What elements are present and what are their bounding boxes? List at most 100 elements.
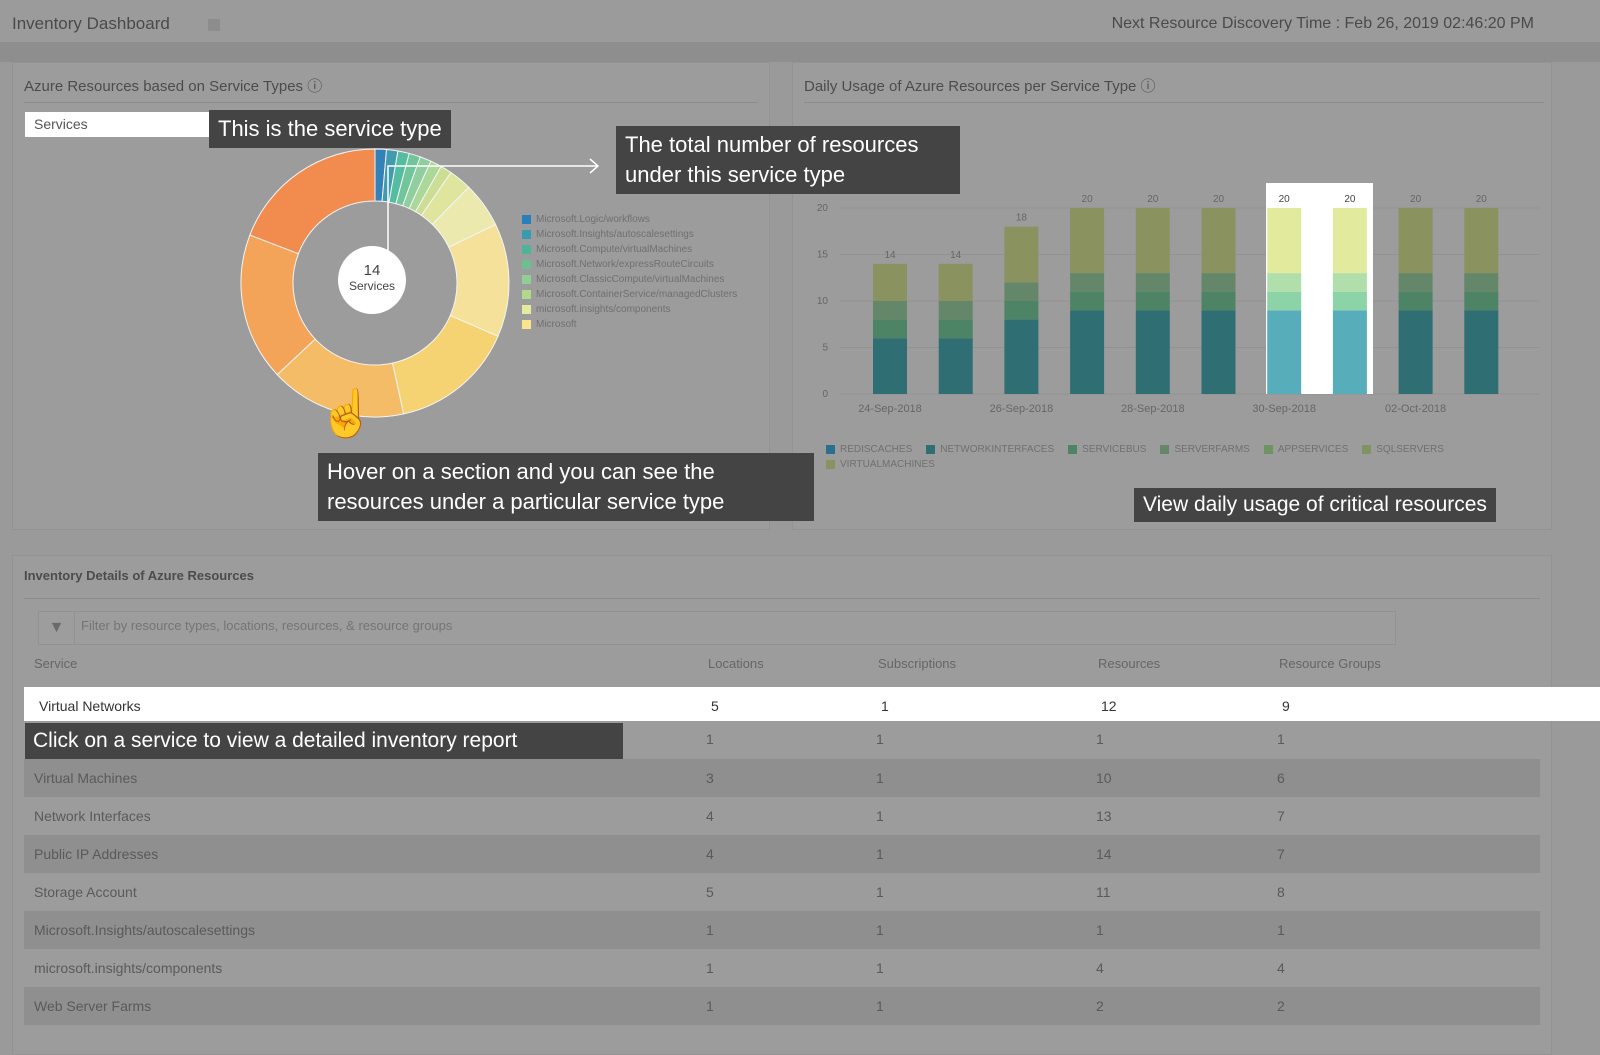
legend-label: microsoft.insights/components xyxy=(536,304,671,315)
bar-segment-serverfarms[interactable] xyxy=(1267,273,1302,292)
bar-legend: REDISCACHES NETWORKINTERFACES SERVICEBUS SE… xyxy=(826,444,1526,470)
legend-item[interactable]: APPSERVICES xyxy=(1263,444,1349,455)
table-row[interactable]: Virtual Networks 5 1 12 9 xyxy=(24,687,1600,721)
col-locations[interactable]: Locations xyxy=(708,656,764,671)
col-service[interactable]: Service xyxy=(34,656,78,671)
bar-segment-servicebus[interactable] xyxy=(873,319,907,339)
bar-segment-virtualmachines[interactable] xyxy=(1201,208,1236,274)
legend-swatch xyxy=(522,259,531,269)
table-row[interactable]: 1 1 1 1 xyxy=(24,720,1540,758)
filter-box[interactable]: ▼ xyxy=(38,611,1396,645)
cell-resource-groups: 1 xyxy=(1277,731,1285,747)
cell-locations: 3 xyxy=(706,770,714,786)
bar-segment-virtualmachines[interactable] xyxy=(1070,208,1105,274)
table-row[interactable]: Network Interfaces 4 1 13 7 xyxy=(24,797,1540,835)
table-row[interactable]: Microsoft.Insights/autoscalesettings 1 1 1 1 xyxy=(24,911,1540,949)
y-tick-label: 10 xyxy=(817,296,829,307)
bar-segment-virtualmachines[interactable] xyxy=(1464,208,1499,274)
bar-segment-servicebus[interactable] xyxy=(1135,291,1170,311)
bar-segment-networkinterfaces[interactable] xyxy=(1464,310,1499,394)
bar-segment-servicebus[interactable] xyxy=(1201,291,1236,311)
bar-total-label: 14 xyxy=(884,250,896,261)
bar-segment-networkinterfaces[interactable] xyxy=(873,338,907,394)
bar-total-label: 20 xyxy=(1476,194,1488,205)
cell-subscriptions: 1 xyxy=(876,922,884,938)
cell-resources: 14 xyxy=(1096,846,1112,862)
legend-item[interactable]: SQLSERVERS xyxy=(1362,444,1444,455)
bar-segment-virtualmachines[interactable] xyxy=(1135,208,1170,274)
bar-segment-networkinterfaces[interactable] xyxy=(1004,319,1039,394)
legend-item[interactable]: NETWORKINTERFACES xyxy=(926,444,1054,455)
bar-segment-serverfarms[interactable] xyxy=(1398,273,1433,292)
bar-segment-networkinterfaces[interactable] xyxy=(1070,310,1105,394)
legend-item[interactable]: Microsoft.ContainerService/managedCluste… xyxy=(522,289,767,300)
bar-segment-servicebus[interactable] xyxy=(1332,291,1367,311)
bar-segment-virtualmachines[interactable] xyxy=(873,263,907,301)
table-row[interactable]: Public IP Addresses 4 1 14 7 xyxy=(24,835,1540,873)
col-resource-groups[interactable]: Resource Groups xyxy=(1279,656,1381,671)
cell-subscriptions: 1 xyxy=(876,731,884,747)
legend-item[interactable]: SERVICEBUS xyxy=(1068,444,1146,455)
bar-segment-serverfarms[interactable] xyxy=(1135,273,1170,292)
legend-label: Microsoft.Insights/autoscalesettings xyxy=(536,229,694,240)
legend-item[interactable]: Microsoft.Logic/workflows xyxy=(522,214,767,225)
bar-segment-serverfarms[interactable] xyxy=(1332,273,1367,292)
table-row[interactable]: Storage Account 5 1 11 8 xyxy=(24,873,1540,911)
bar-segment-servicebus[interactable] xyxy=(1464,291,1499,311)
menu-icon[interactable] xyxy=(208,19,220,31)
bar-segment-servicebus[interactable] xyxy=(1070,291,1105,311)
y-tick-label: 5 xyxy=(822,343,828,354)
bar-segment-networkinterfaces[interactable] xyxy=(938,338,973,394)
col-subscriptions[interactable]: Subscriptions xyxy=(878,656,957,671)
cell-service: Virtual Machines xyxy=(34,770,138,786)
donut-slice[interactable] xyxy=(249,148,376,255)
bar-segment-servicebus[interactable] xyxy=(1267,291,1302,311)
bar-segment-serverfarms[interactable] xyxy=(938,301,973,320)
legend-label: Microsoft.ClassicCompute/virtualMachines xyxy=(536,274,725,285)
bar-segment-servicebus[interactable] xyxy=(938,319,973,339)
bar-segment-serverfarms[interactable] xyxy=(1070,273,1105,292)
legend-label: SQLSERVERS xyxy=(1376,444,1444,455)
bar-segment-networkinterfaces[interactable] xyxy=(1332,310,1367,394)
table-row[interactable]: Web Server Farms 1 1 2 2 xyxy=(24,987,1540,1025)
legend-swatch xyxy=(522,229,531,239)
cell-resources: 13 xyxy=(1096,808,1112,824)
bar-segment-virtualmachines[interactable] xyxy=(1267,208,1302,274)
legend-item[interactable]: SERVERFARMS xyxy=(1160,444,1250,455)
bar-segment-networkinterfaces[interactable] xyxy=(1201,310,1236,394)
callout-total-resources: The total number of resources under this… xyxy=(616,126,960,194)
legend-item[interactable]: Microsoft xyxy=(522,319,767,330)
col-resources[interactable]: Resources xyxy=(1098,656,1161,671)
cell-subscriptions: 1 xyxy=(881,698,889,714)
filter-icon[interactable]: ▼ xyxy=(39,612,75,644)
legend-item[interactable]: Microsoft.Compute/virtualMachines xyxy=(522,244,767,255)
bar-segment-networkinterfaces[interactable] xyxy=(1267,310,1302,394)
bar-segment-serverfarms[interactable] xyxy=(1201,273,1236,292)
bar-segment-servicebus[interactable] xyxy=(1004,301,1039,320)
donut-slice[interactable] xyxy=(391,314,499,415)
table-row[interactable]: microsoft.insights/components 1 1 4 4 xyxy=(24,949,1540,987)
bar-segment-networkinterfaces[interactable] xyxy=(1398,310,1433,394)
bar-segment-servicebus[interactable] xyxy=(1398,291,1433,311)
bar-segment-serverfarms[interactable] xyxy=(873,301,907,320)
service-type-select[interactable]: Services xyxy=(25,112,209,137)
services-label: Services xyxy=(348,279,395,293)
table-row[interactable]: Virtual Machines 3 1 10 6 xyxy=(24,759,1540,797)
legend-label: APPSERVICES xyxy=(1277,444,1349,455)
bar-segment-virtualmachines[interactable] xyxy=(1004,226,1039,283)
legend-item[interactable]: VIRTUALMACHINES xyxy=(826,459,935,470)
bar-total-label: 20 xyxy=(1410,194,1422,205)
legend-item[interactable]: REDISCACHES xyxy=(826,444,912,455)
filter-input[interactable] xyxy=(81,618,1381,633)
bar-segment-serverfarms[interactable] xyxy=(1004,282,1039,301)
bar-segment-virtualmachines[interactable] xyxy=(938,263,973,301)
bar-segment-virtualmachines[interactable] xyxy=(1398,208,1433,274)
bar-segment-networkinterfaces[interactable] xyxy=(1135,310,1170,394)
legend-item[interactable]: Microsoft.ClassicCompute/virtualMachines xyxy=(522,274,767,285)
cell-subscriptions: 1 xyxy=(876,846,884,862)
bar-segment-serverfarms[interactable] xyxy=(1464,273,1499,292)
legend-item[interactable]: Microsoft.Insights/autoscalesettings xyxy=(522,229,767,240)
legend-item[interactable]: Microsoft.Network/expressRouteCircuits xyxy=(522,259,767,270)
legend-item[interactable]: microsoft.insights/components xyxy=(522,304,767,315)
bar-segment-virtualmachines[interactable] xyxy=(1332,208,1367,274)
